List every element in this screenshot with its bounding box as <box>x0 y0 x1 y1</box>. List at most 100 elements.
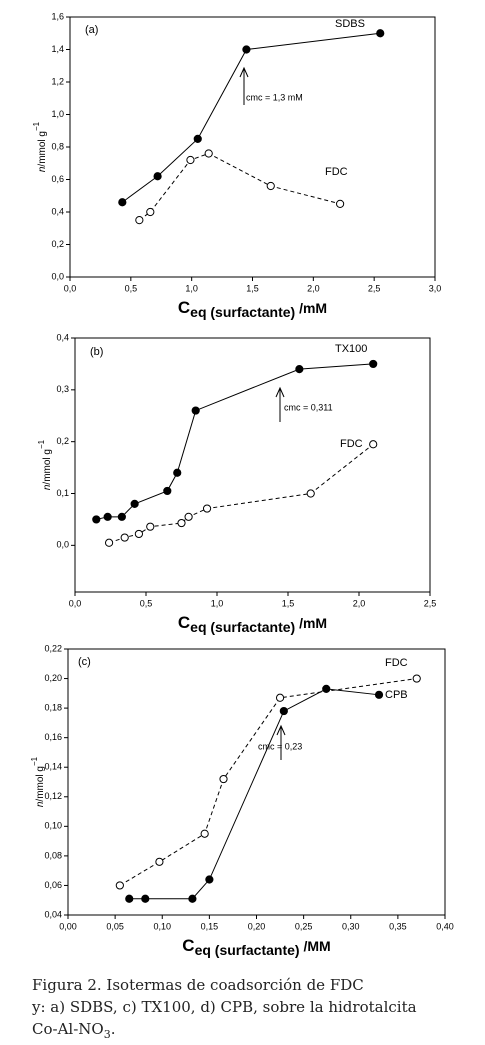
data-point <box>275 693 285 702</box>
x-axis-label: Ceq (surfactante) /mM <box>178 613 327 634</box>
x-label-sub: eq (surfactante) <box>190 619 295 635</box>
series-label: SDBS <box>335 18 365 30</box>
series-label: FDC <box>340 438 363 450</box>
y-tick-label: 1,6 <box>51 11 64 21</box>
data-point <box>104 538 114 547</box>
data-point <box>412 674 421 683</box>
x-tick-label: 0,0 <box>69 598 82 608</box>
panel-label: (a) <box>85 24 98 36</box>
x-tick-label: 0,10 <box>153 921 171 931</box>
x-tick-label: 2,0 <box>353 598 366 608</box>
series-line <box>96 363 374 520</box>
y-tick-label: 0,4 <box>56 332 69 342</box>
data-point <box>103 512 112 521</box>
data-point <box>173 468 182 477</box>
x-tick-label: 2,5 <box>424 598 437 608</box>
y-tick-label: 0,16 <box>44 732 62 742</box>
caption-subscript: 3 <box>104 1028 111 1041</box>
data-point <box>117 512 126 521</box>
series-line <box>119 678 417 886</box>
y-tick-label: 0,0 <box>51 271 64 281</box>
data-point <box>141 894 150 903</box>
y-label-sup: −1 <box>32 121 41 131</box>
series-label: CPB <box>385 689 408 701</box>
data-point <box>295 365 304 374</box>
y-tick-label: 0,0 <box>56 540 69 550</box>
series-label: FDC <box>385 657 408 669</box>
cmc-annotation: cmc = 1,3 mM <box>246 92 303 102</box>
x-tick-label: 2,5 <box>368 283 381 293</box>
x-tick-label: 0,35 <box>389 921 407 931</box>
x-tick-label: 0,40 <box>436 921 454 931</box>
plot-frame <box>69 16 436 278</box>
caption-text: . <box>111 1020 116 1038</box>
y-label-unit: /mmol g <box>42 449 53 485</box>
series-line <box>139 152 341 221</box>
y-tick-label: 0,2 <box>56 436 69 446</box>
x-tick-label: 2,0 <box>307 283 320 293</box>
x-tick-label: 3,0 <box>429 283 442 293</box>
y-label-sup: −1 <box>37 439 46 449</box>
y-tick-label: 0,06 <box>44 880 62 890</box>
y-tick-label: 0,12 <box>44 791 62 801</box>
x-label-unit: /mM <box>295 615 327 631</box>
y-label-unit: /mmol g <box>35 766 46 802</box>
y-tick-label: 0,2 <box>51 239 64 249</box>
y-tick-label: 0,08 <box>44 850 62 860</box>
y-tick-label: 1,2 <box>51 76 64 86</box>
x-label-main: C <box>182 936 194 955</box>
series-line <box>108 443 374 544</box>
x-tick-label: 0,00 <box>59 921 77 931</box>
x-tick-label: 1,5 <box>282 598 295 608</box>
x-label-sub: eq (surfactante) <box>195 942 300 958</box>
data-point <box>306 489 315 498</box>
y-label-main: n <box>42 484 53 490</box>
data-point <box>163 486 172 496</box>
data-point <box>155 857 164 866</box>
x-tick-label: 0,25 <box>295 921 313 931</box>
caption-line: y: a) SDBS, c) TX100, d) CPB, sobre la h… <box>31 998 417 1016</box>
y-axis-label: n/mmol g−1 <box>37 439 53 490</box>
cmc-annotation: cmc = 0,311 <box>284 402 333 412</box>
data-point <box>219 774 228 784</box>
cmc-arrowhead <box>239 66 249 78</box>
y-tick-label: 0,1 <box>56 488 69 498</box>
y-tick-label: 0,6 <box>51 174 64 184</box>
plot-frame <box>74 337 431 593</box>
data-point <box>336 199 345 208</box>
panel-label: (c) <box>78 656 91 668</box>
data-point <box>369 359 378 369</box>
data-point <box>266 181 275 191</box>
series-line <box>129 688 380 900</box>
x-tick-label: 1,0 <box>185 283 198 293</box>
x-tick-label: 0,30 <box>342 921 360 931</box>
x-tick-label: 0,5 <box>140 598 153 608</box>
data-point <box>204 149 213 158</box>
data-point <box>205 875 214 884</box>
caption-line: Figura 2. Isotermas de coadsorción de FD… <box>32 976 364 994</box>
y-tick-label: 0,20 <box>44 673 62 683</box>
x-tick-label: 0,20 <box>248 921 266 931</box>
x-axis-label: Ceq (surfactante) /mM <box>178 298 327 319</box>
y-tick-label: 0,18 <box>44 702 62 712</box>
caption-line: Co-Al-NO3. <box>32 1020 115 1041</box>
y-tick-label: 0,22 <box>44 643 62 653</box>
y-tick-label: 1,0 <box>51 109 64 119</box>
y-axis-label: n/mmol g−1 <box>30 756 46 807</box>
y-tick-label: 0,4 <box>51 206 64 216</box>
data-point <box>146 522 155 531</box>
data-point <box>92 515 101 524</box>
series-label: TX100 <box>335 343 367 355</box>
series-label: FDC <box>325 166 348 178</box>
y-tick-label: 0,8 <box>51 141 64 151</box>
x-tick-label: 1,5 <box>246 283 259 293</box>
data-point <box>200 829 209 838</box>
data-point <box>186 155 195 165</box>
data-point <box>376 29 385 38</box>
y-tick-label: 1,4 <box>51 44 64 54</box>
data-point <box>242 45 251 54</box>
data-point <box>118 198 127 207</box>
y-axis-label: n/mmol g−1 <box>32 121 48 172</box>
data-point <box>130 499 139 508</box>
data-point <box>125 894 134 903</box>
